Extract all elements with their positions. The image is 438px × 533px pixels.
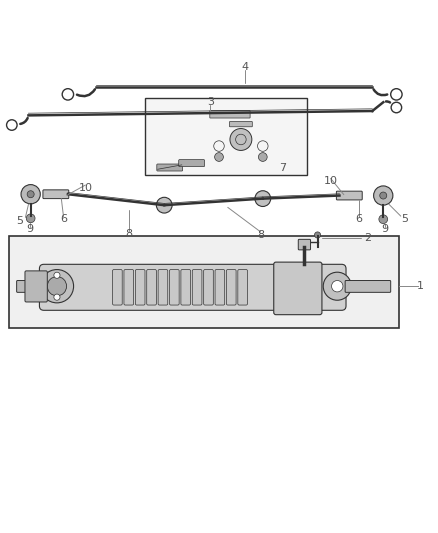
Circle shape — [314, 232, 321, 238]
FancyBboxPatch shape — [145, 98, 307, 174]
Text: 5: 5 — [16, 215, 23, 225]
FancyBboxPatch shape — [158, 270, 168, 305]
FancyBboxPatch shape — [39, 264, 346, 310]
FancyBboxPatch shape — [226, 270, 236, 305]
FancyBboxPatch shape — [147, 270, 156, 305]
Circle shape — [379, 215, 388, 223]
Circle shape — [27, 191, 34, 198]
Text: 5: 5 — [402, 214, 409, 224]
FancyBboxPatch shape — [336, 191, 362, 200]
Circle shape — [332, 280, 343, 292]
FancyBboxPatch shape — [215, 270, 225, 305]
Text: 8: 8 — [257, 230, 264, 240]
FancyBboxPatch shape — [113, 270, 122, 305]
FancyBboxPatch shape — [298, 239, 311, 250]
Circle shape — [230, 128, 252, 150]
Circle shape — [54, 294, 60, 300]
Circle shape — [47, 277, 67, 296]
FancyBboxPatch shape — [43, 190, 69, 199]
FancyBboxPatch shape — [204, 270, 213, 305]
FancyBboxPatch shape — [25, 271, 47, 302]
Text: 3: 3 — [207, 97, 214, 107]
FancyBboxPatch shape — [9, 236, 399, 328]
FancyBboxPatch shape — [274, 262, 322, 314]
Text: 10: 10 — [324, 176, 338, 186]
Circle shape — [26, 214, 35, 223]
FancyBboxPatch shape — [210, 110, 250, 118]
FancyBboxPatch shape — [157, 164, 183, 171]
FancyBboxPatch shape — [179, 159, 205, 167]
Circle shape — [40, 270, 74, 303]
Circle shape — [156, 197, 172, 213]
Text: 8: 8 — [126, 229, 133, 239]
Text: 7: 7 — [279, 163, 286, 173]
Text: 6: 6 — [356, 214, 363, 224]
FancyBboxPatch shape — [17, 280, 45, 292]
Text: 9: 9 — [26, 224, 33, 235]
Text: 4: 4 — [242, 62, 249, 72]
Text: 1: 1 — [417, 281, 424, 291]
Text: 9: 9 — [381, 224, 388, 235]
Text: 6: 6 — [60, 214, 67, 224]
Circle shape — [323, 272, 351, 300]
Text: 10: 10 — [78, 183, 92, 192]
Circle shape — [374, 186, 393, 205]
Circle shape — [215, 152, 223, 161]
FancyBboxPatch shape — [124, 270, 134, 305]
FancyBboxPatch shape — [181, 270, 191, 305]
FancyBboxPatch shape — [345, 280, 391, 292]
FancyBboxPatch shape — [192, 270, 202, 305]
Circle shape — [380, 192, 387, 199]
Circle shape — [54, 272, 60, 278]
Circle shape — [258, 152, 267, 161]
FancyBboxPatch shape — [238, 270, 247, 305]
FancyBboxPatch shape — [170, 270, 179, 305]
Text: 2: 2 — [364, 233, 371, 243]
FancyBboxPatch shape — [135, 270, 145, 305]
Circle shape — [255, 191, 271, 206]
FancyBboxPatch shape — [230, 122, 252, 127]
Circle shape — [21, 184, 40, 204]
